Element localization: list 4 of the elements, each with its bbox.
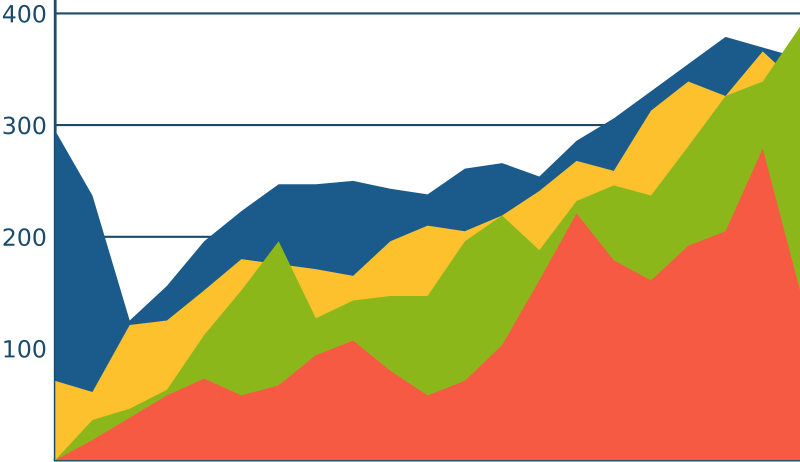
y-tick-label: 400 (2, 4, 46, 23)
y-tick-label: 300 (4, 116, 46, 134)
y-tick-label: 100 (4, 340, 46, 358)
y-tick-label: 200 (4, 228, 46, 246)
